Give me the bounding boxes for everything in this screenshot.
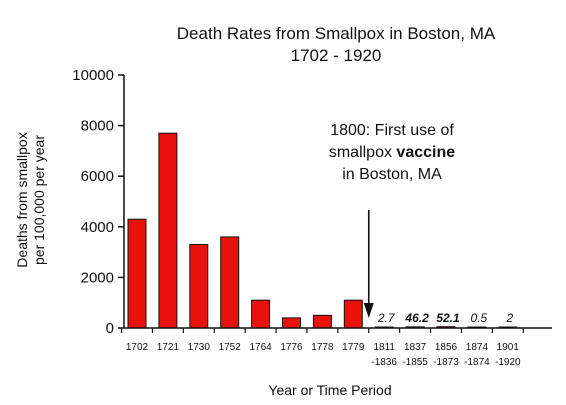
annotation-run: vaccine (396, 144, 455, 161)
y-axis-label-line: per 100,000 per year (31, 135, 47, 265)
x-tick-label-line: 1856 (435, 342, 458, 353)
annotation-run: 1800: First use of (330, 122, 454, 139)
x-tick-label: 1779 (342, 342, 365, 353)
bars (127, 132, 518, 329)
chart-title-line: 1702 - 1920 (291, 46, 382, 65)
x-tick-label-line: 1730 (188, 342, 211, 353)
annotation-line: 1800: First use of (330, 122, 454, 139)
y-axis-label-line: Deaths from smallpox (14, 132, 30, 267)
x-tick-label-line: 1901 (497, 342, 520, 353)
bar (158, 132, 178, 329)
vaccine-annotation: 1800: First use of smallpox vaccine in Bos… (329, 122, 455, 318)
x-tick-label: 1730 (188, 342, 211, 353)
y-tick-label: 0 (106, 320, 114, 337)
x-tick-label: 1811 -1836 (371, 342, 397, 368)
x-tick-label: 1776 (280, 342, 303, 353)
x-tick-label-line: 1702 (126, 342, 149, 353)
x-tick-label-line: 1752 (219, 342, 242, 353)
annotation-arrow-head (363, 303, 374, 318)
data-labels: 2.7 46.2 52.1 0.5 2 (377, 311, 514, 325)
y-axis-label: Deaths from smallpoxper 100,000 per year (14, 132, 47, 267)
x-tick-label-line: -1855 (402, 357, 428, 368)
y-tick-label: 4000 (81, 219, 114, 236)
annotation-run: smallpox (329, 144, 397, 161)
x-tick-label-line: 1764 (249, 342, 272, 353)
x-tick-label-line: 1837 (404, 342, 427, 353)
y-tick-label: 10000 (72, 67, 114, 84)
data-label: 0.5 (471, 311, 488, 325)
x-tick-label-line: -1874 (464, 357, 490, 368)
y-axis: 0 2000 4000 6000 8000 10000 (72, 67, 125, 337)
x-axis (120, 327, 552, 333)
y-tick-label: 6000 (81, 168, 114, 185)
bar (189, 244, 209, 329)
x-tick-label: 1837 -1855 (402, 342, 428, 368)
x-tick-label: 1764 (249, 342, 272, 353)
bar (251, 299, 271, 329)
annotation-line: in Boston, MA (342, 166, 442, 183)
x-tick-label: 1778 (311, 342, 334, 353)
x-tick-label: 1901 -1920 (495, 342, 521, 368)
y-tick-label: 8000 (81, 118, 114, 135)
annotation-run: in Boston, MA (342, 166, 442, 183)
y-axis-label-text: Deaths from smallpoxper 100,000 per year (14, 132, 47, 267)
data-label: 2 (505, 311, 513, 325)
x-tick-label: 1856 -1873 (433, 342, 459, 368)
x-tick-labels: 1702 1721 1730 1752 1764 1776 1778 1779 1811 -183… (126, 342, 521, 368)
bar (127, 218, 147, 329)
chart-title-line: Death Rates from Smallpox in Boston, MA (177, 24, 496, 43)
x-tick-label-line: 1811 (373, 342, 395, 353)
x-tick-label: 1721 (157, 342, 180, 353)
data-label: 2.7 (377, 311, 396, 325)
x-tick-label: 1752 (219, 342, 242, 353)
x-tick-label: 1702 (126, 342, 149, 353)
annotation-text: 1800: First use of smallpox vaccine in Bos… (329, 122, 455, 183)
data-label: 46.2 (404, 311, 429, 325)
chart-title: Death Rates from Smallpox in Boston, MA 1… (177, 24, 496, 65)
bar (343, 299, 363, 329)
x-tick-label-line: -1836 (371, 357, 397, 368)
x-tick-label-line: 1874 (466, 342, 489, 353)
x-tick-label-line: 1721 (157, 342, 180, 353)
x-tick-label-line: 1778 (311, 342, 334, 353)
bar (220, 236, 240, 329)
x-tick-label-line: -1873 (433, 357, 459, 368)
x-tick-label-line: 1776 (280, 342, 303, 353)
bar (282, 317, 301, 329)
y-tick-label: 2000 (81, 269, 114, 286)
bar (312, 314, 332, 329)
x-tick-label: 1874 -1874 (464, 342, 490, 368)
x-tick-label-line: 1779 (342, 342, 365, 353)
annotation-line: smallpox vaccine (329, 144, 455, 161)
data-label: 52.1 (436, 311, 460, 325)
x-tick-label-line: -1920 (495, 357, 521, 368)
x-axis-label: Year or Time Period (268, 382, 391, 398)
